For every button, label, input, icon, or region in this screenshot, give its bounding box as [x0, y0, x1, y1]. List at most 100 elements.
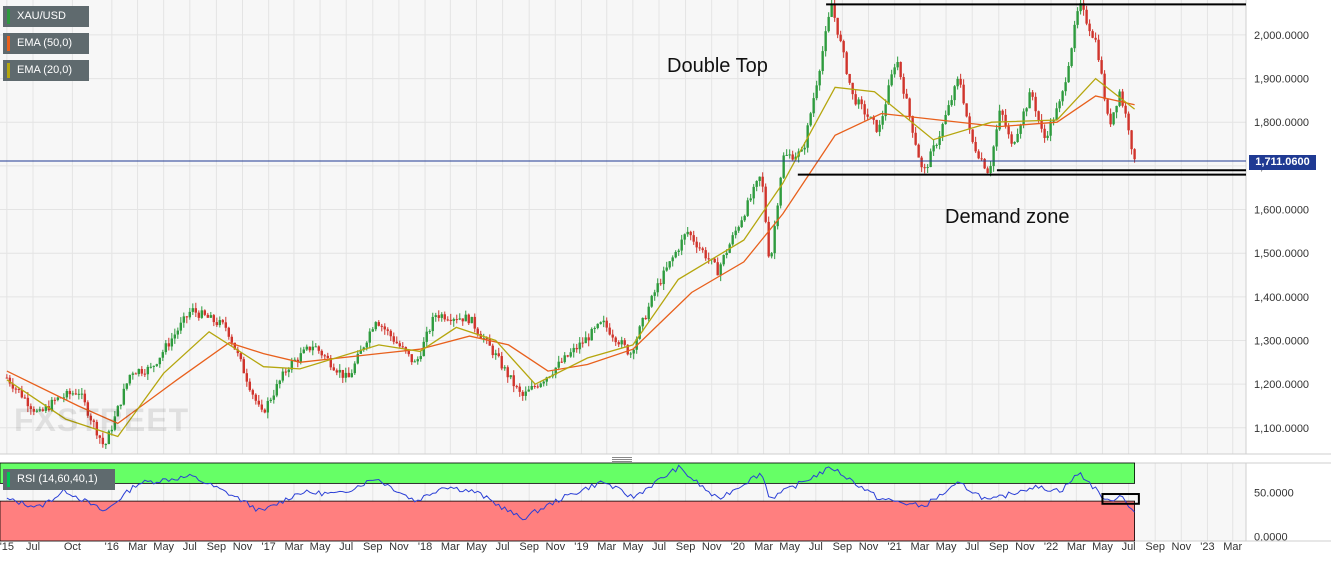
candle-body — [119, 404, 123, 407]
candle-body — [44, 406, 48, 411]
candle-body — [32, 408, 36, 412]
candle-body — [1127, 113, 1130, 131]
candle-body — [815, 85, 818, 99]
candle-body — [746, 200, 749, 216]
candle-body — [620, 340, 623, 345]
candle-body — [365, 342, 368, 348]
candle-body — [146, 366, 150, 375]
candle-body — [23, 397, 27, 399]
candle-body — [1058, 101, 1061, 109]
candle-body — [185, 316, 189, 318]
legend-ema20[interactable]: EMA (20,0) — [3, 60, 89, 81]
legend-symbol[interactable]: XAU/USD — [3, 6, 89, 27]
x-tick-label: '18 — [418, 541, 432, 553]
candle-body — [896, 61, 899, 68]
candle-body — [722, 255, 725, 265]
legend-rsi[interactable]: RSI (14,60,40,1) — [3, 469, 115, 490]
candle-body — [440, 314, 443, 318]
candle-body — [725, 252, 728, 256]
candle-body — [248, 381, 251, 391]
candle-body — [1019, 125, 1022, 134]
candle-body — [407, 350, 410, 355]
candle-body — [203, 310, 207, 315]
candle-body — [167, 343, 171, 347]
candle-body — [809, 113, 812, 126]
x-tick-label: Nov — [1172, 541, 1192, 553]
legend-ema50[interactable]: EMA (50,0) — [3, 33, 89, 54]
candle-body — [485, 338, 488, 340]
candle-body — [149, 366, 153, 368]
legend-ema50-label: EMA (50,0) — [17, 37, 73, 49]
candle-body — [494, 353, 497, 356]
y-tick-label: 2,000.0000 — [1254, 30, 1309, 42]
candle-body — [425, 331, 428, 342]
candle-body — [368, 331, 371, 343]
drag-handle-icon[interactable] — [612, 457, 632, 462]
x-tick-label: Jul — [339, 541, 353, 553]
legend-ema20-label: EMA (20,0) — [17, 64, 73, 76]
candle-body — [371, 329, 374, 332]
candle-body — [818, 71, 821, 86]
candle-body — [128, 374, 132, 384]
candle-body — [26, 397, 30, 407]
candle-body — [416, 359, 419, 362]
x-tick-label: Jul — [809, 541, 823, 553]
candle-body — [329, 357, 332, 368]
candle-body — [1004, 114, 1007, 127]
x-tick-label: Sep — [833, 541, 853, 553]
candle-body — [1016, 133, 1019, 143]
x-tick-label: Mar — [597, 541, 616, 553]
candle-body — [1025, 108, 1028, 112]
candle-body — [353, 363, 356, 374]
candle-body — [110, 429, 114, 432]
candle-body — [212, 315, 216, 323]
candle-body — [236, 349, 240, 354]
candle-body — [449, 319, 452, 322]
candle-body — [1064, 82, 1067, 92]
candle-body — [323, 355, 326, 357]
candle-body — [1052, 120, 1055, 122]
candle-body — [629, 353, 632, 355]
candle-body — [38, 409, 42, 411]
candle-body — [575, 347, 578, 350]
x-tick-label: May — [936, 541, 957, 553]
candle-body — [431, 316, 434, 332]
candle-body — [326, 355, 329, 358]
candle-body — [821, 51, 824, 72]
candle-body — [596, 323, 599, 329]
candle-body — [947, 105, 950, 115]
candle-body — [458, 318, 461, 320]
candle-body — [854, 94, 857, 105]
y-tick-label: 1,800.0000 — [1254, 117, 1309, 129]
candle-body — [539, 383, 542, 387]
candle-body — [698, 247, 701, 249]
candle-body — [434, 315, 437, 317]
candle-body — [14, 388, 18, 390]
candle-body — [737, 227, 740, 231]
candle-body — [566, 355, 569, 357]
candle-body — [521, 391, 524, 396]
candles — [5, 0, 1136, 449]
candle-body — [287, 369, 290, 373]
candle-body — [956, 78, 959, 87]
candle-body — [1097, 39, 1100, 61]
rsi-highlight-box — [1101, 493, 1140, 505]
candle-body — [8, 377, 12, 384]
candle-body — [1109, 113, 1112, 125]
candle-body — [626, 344, 629, 355]
candle-body — [587, 337, 590, 341]
candle-body — [992, 146, 995, 167]
color-bar-icon — [7, 472, 10, 487]
candle-body — [1124, 105, 1127, 114]
candle-body — [863, 104, 866, 115]
candle-body — [395, 341, 398, 344]
candle-body — [344, 372, 347, 378]
candle-body — [464, 314, 467, 322]
candle-body — [1088, 23, 1091, 32]
candle-body — [779, 177, 782, 206]
candle-body — [389, 330, 392, 337]
candle-body — [335, 370, 338, 373]
candle-body — [764, 186, 767, 222]
